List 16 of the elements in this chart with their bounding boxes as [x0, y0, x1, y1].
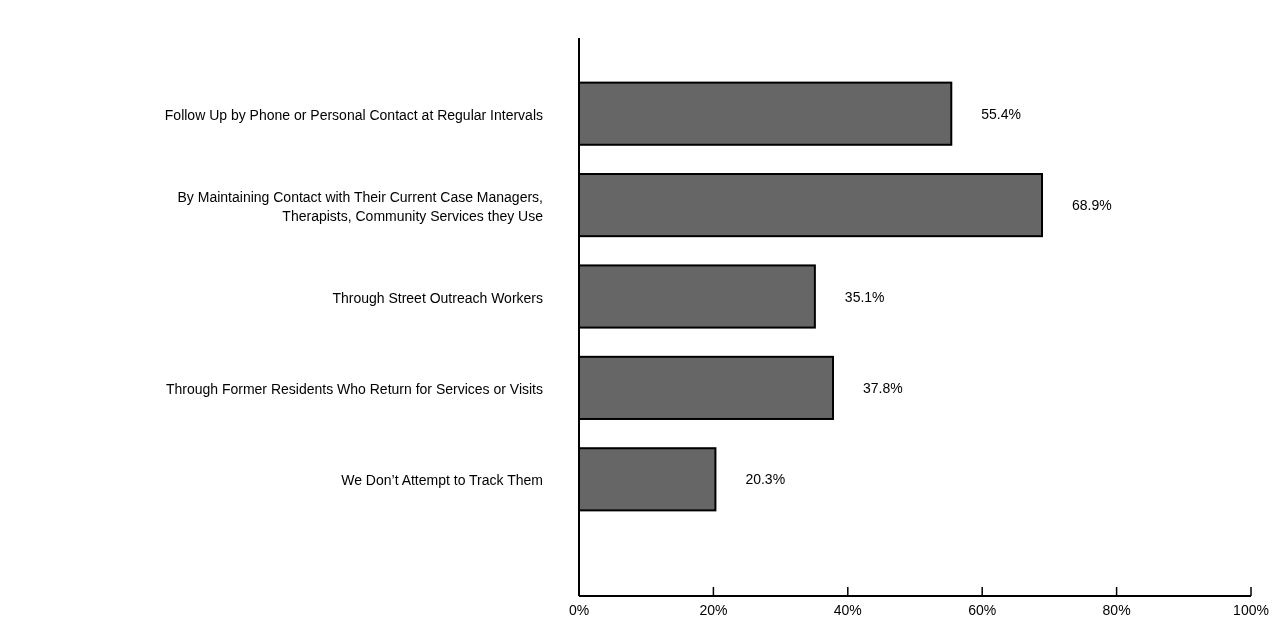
- data-label: 55.4%: [981, 105, 1021, 122]
- y-tick-label: Follow Up by Phone or Personal Contact at Regular Intervals: [164, 106, 543, 123]
- x-tick-label: 60%: [968, 602, 997, 618]
- x-tick-label: 20%: [699, 602, 728, 618]
- x-tick-label: 80%: [1102, 602, 1131, 618]
- data-label: 20.3%: [745, 471, 786, 488]
- y-tick-label: Through Former Residents Who Return for Services or Visits: [165, 380, 543, 397]
- x-tick-label: 100%: [1233, 602, 1269, 618]
- x-tick-label: 0%: [568, 602, 590, 618]
- data-label: 37.8%: [863, 379, 903, 396]
- data-label: 68.9%: [1072, 197, 1112, 214]
- x-tick-label: 40%: [833, 602, 862, 618]
- y-tick-label: By Maintaining Contact with Their Current Case Managers, Therapists, Community Services they Use: [177, 188, 544, 224]
- data-label: 35.1%: [844, 288, 885, 305]
- y-tick-label: Through Street Outreach Workers: [332, 289, 543, 306]
- y-tick-label: We Don’t Attempt to Track Them: [341, 472, 543, 489]
